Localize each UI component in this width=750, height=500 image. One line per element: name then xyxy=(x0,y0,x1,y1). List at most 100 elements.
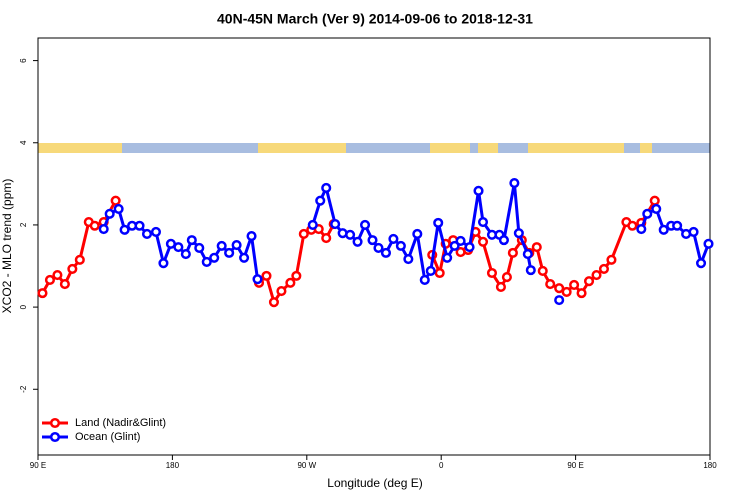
data-point xyxy=(67,263,78,274)
data-point xyxy=(537,265,548,276)
data-point xyxy=(134,220,145,231)
y-tick-label: -2 xyxy=(19,385,28,393)
data-point xyxy=(473,185,484,196)
data-point xyxy=(194,242,205,253)
data-point xyxy=(554,283,565,294)
data-point xyxy=(464,242,475,253)
x-tick-label: 0 xyxy=(439,461,444,470)
legend-label: Ocean (Glint) xyxy=(75,431,140,443)
data-point xyxy=(321,182,332,194)
data-point xyxy=(113,203,124,214)
data-point xyxy=(52,270,63,281)
data-point xyxy=(561,286,572,297)
data-point xyxy=(513,228,524,239)
data-point xyxy=(298,228,309,240)
data-point xyxy=(373,242,384,253)
data-point xyxy=(359,219,371,230)
data-point xyxy=(651,203,662,214)
legend-marker xyxy=(49,431,61,443)
data-point xyxy=(59,279,70,290)
data-point xyxy=(180,249,191,260)
data-point xyxy=(672,220,683,231)
data-point xyxy=(569,279,580,290)
data-point xyxy=(425,265,436,276)
data-point xyxy=(455,235,466,247)
data-point xyxy=(291,270,302,281)
data-point xyxy=(224,247,235,258)
data-point xyxy=(531,242,542,253)
data-point xyxy=(261,270,272,281)
legend-label: Land (Nadir&Glint) xyxy=(75,417,166,429)
x-tick-label: 90 W xyxy=(297,461,316,470)
data-point xyxy=(507,247,518,258)
y-tick-label: 4 xyxy=(19,140,28,145)
data-point xyxy=(695,258,707,269)
data-point xyxy=(495,281,506,293)
data-point xyxy=(285,277,296,288)
data-point xyxy=(522,249,533,260)
data-point xyxy=(498,235,509,246)
data-point xyxy=(74,254,85,265)
data-point xyxy=(395,240,406,251)
data-point xyxy=(367,235,378,246)
data-point xyxy=(158,258,169,269)
data-point xyxy=(576,288,587,299)
data-point xyxy=(434,267,445,279)
y-tick-label: 0 xyxy=(19,304,28,309)
series-line xyxy=(639,206,710,269)
data-point xyxy=(119,224,130,235)
x-tick-label: 90 E xyxy=(30,461,46,470)
data-point xyxy=(703,238,714,249)
data-point xyxy=(89,220,100,231)
data-point xyxy=(688,226,699,237)
data-point xyxy=(649,195,660,206)
chart-title: 40N-45N March (Ver 9) 2014-09-06 to 2018… xyxy=(217,11,533,27)
data-point xyxy=(44,274,55,286)
data-point xyxy=(442,252,453,263)
data-point xyxy=(419,274,430,286)
data-point xyxy=(554,295,565,306)
data-point xyxy=(330,219,341,230)
data-point xyxy=(186,235,197,246)
data-point xyxy=(403,253,414,265)
data-point xyxy=(412,228,423,240)
data-point xyxy=(209,252,220,263)
data-point xyxy=(433,217,444,228)
data-point xyxy=(268,297,279,308)
data-point xyxy=(352,236,363,247)
data-point xyxy=(252,274,263,285)
data-point xyxy=(388,233,399,244)
data-point xyxy=(321,233,332,244)
legend-marker xyxy=(49,417,61,429)
data-point xyxy=(642,208,653,219)
x-axis-label: Longitude (deg E) xyxy=(327,476,422,490)
x-tick-label: 180 xyxy=(703,461,717,470)
data-point xyxy=(545,279,556,290)
data-point xyxy=(345,229,356,240)
land-ocean-strip xyxy=(38,143,710,153)
data-point xyxy=(110,195,121,206)
data-point xyxy=(239,252,250,263)
data-point xyxy=(606,254,617,265)
x-tick-label: 180 xyxy=(166,461,180,470)
data-point xyxy=(501,272,512,283)
data-point xyxy=(658,224,669,235)
data-point xyxy=(636,223,647,235)
data-point xyxy=(598,263,610,274)
data-point xyxy=(477,217,489,228)
data-point xyxy=(276,286,287,297)
data-point xyxy=(231,240,242,251)
data-point xyxy=(591,270,602,281)
y-axis-label: XCO2 - MLO trend (ppm) xyxy=(0,179,14,314)
data-point xyxy=(627,220,638,231)
data-point xyxy=(509,177,520,189)
data-point xyxy=(449,240,460,251)
x-tick-label: 90 E xyxy=(567,461,583,470)
data-point xyxy=(173,242,184,253)
data-point xyxy=(37,288,48,299)
y-tick-label: 6 xyxy=(19,58,28,63)
data-point xyxy=(525,265,536,276)
data-point xyxy=(98,223,109,235)
data-point xyxy=(583,276,595,287)
